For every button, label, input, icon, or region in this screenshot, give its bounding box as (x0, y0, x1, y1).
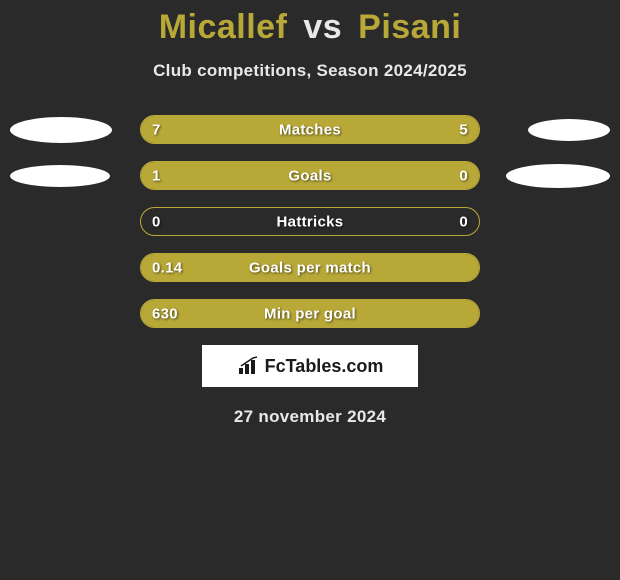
stat-rows: 75Matches 10Goals 00Hattricks 0.14Goals per… (0, 115, 620, 328)
vs-label: vs (303, 8, 342, 46)
player1-name: Micallef (159, 8, 288, 46)
comparison-title: Micallef vs Pisani (0, 8, 620, 47)
stat-label: Goals per match (140, 259, 480, 276)
right-ellipse (528, 119, 610, 141)
stat-label: Goals (140, 167, 480, 184)
brand-badge: FcTables.com (202, 345, 418, 387)
stat-row: 75Matches (0, 115, 620, 144)
stat-row: 630Min per goal (0, 299, 620, 328)
infographic-container: Micallef vs Pisani Club competitions, Se… (0, 0, 620, 580)
right-ellipse (506, 164, 610, 188)
subtitle: Club competitions, Season 2024/2025 (0, 61, 620, 81)
date-label: 27 november 2024 (0, 407, 620, 427)
brand-text: FcTables.com (265, 356, 384, 377)
left-ellipse (10, 117, 112, 143)
stat-row: 00Hattricks (0, 207, 620, 236)
stat-label: Hattricks (140, 213, 480, 230)
stat-row: 10Goals (0, 161, 620, 190)
stat-label: Min per goal (140, 305, 480, 322)
bar-chart-icon (237, 356, 261, 376)
left-ellipse (10, 165, 110, 187)
stat-row: 0.14Goals per match (0, 253, 620, 282)
player2-name: Pisani (358, 8, 461, 46)
stat-label: Matches (140, 121, 480, 138)
